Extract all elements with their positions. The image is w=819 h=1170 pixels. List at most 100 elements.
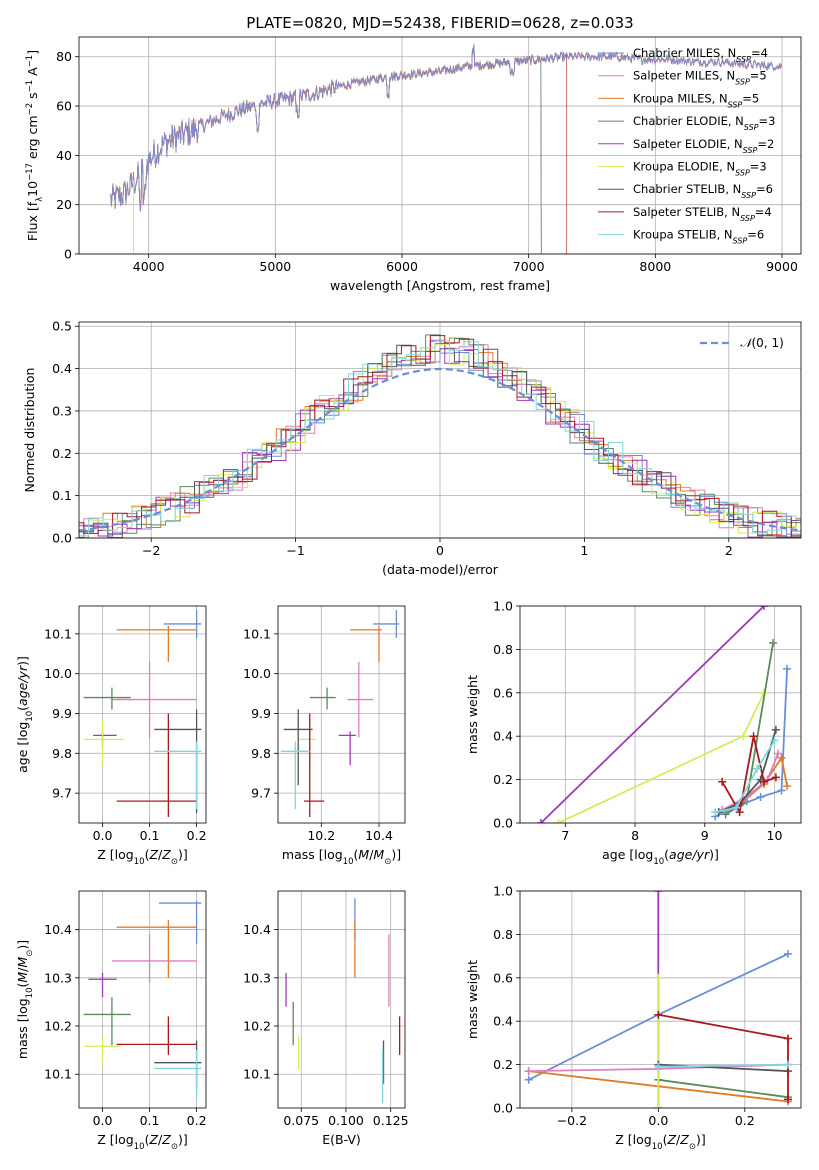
mass-vs-Z-ylabel-part: M (15, 972, 30, 983)
spectrum-ylabel-part: 10 (25, 181, 40, 197)
x-tick-label: 9000 (766, 259, 798, 274)
mass-vs-Z-ylabel-part: 10 (25, 987, 35, 998)
errorbar-chabrier_miles (158, 900, 202, 945)
residual-histograms (79, 334, 801, 538)
legend-n: =4 (755, 205, 772, 219)
errorbar-kroupa_miles (116, 919, 197, 978)
y-tick-label: 10.0 (243, 666, 271, 681)
legend-sub: SSP (733, 236, 748, 245)
spectrum-ylabel-part: A (25, 67, 40, 80)
y-tick-label: 10.1 (243, 1067, 271, 1082)
mass_vs_EBV-points (285, 898, 401, 1104)
weight-point-salpeter_stelib (760, 777, 769, 786)
mass-vs-Z-ylabel: mass [log10(M/M⊙)] (15, 940, 35, 1059)
legend-name: Chabrier MILES, N (633, 46, 736, 60)
mass_vs_EBV-frame (277, 890, 406, 1109)
weight_vs_age-frame (519, 605, 802, 824)
x-tick-label: 6000 (386, 259, 418, 274)
y-tick-label: 10.2 (243, 1019, 271, 1034)
errorbar-chabrier_miles (373, 609, 400, 638)
residuals-legend: 𝒩(0, 1) (700, 336, 784, 350)
x-tick-label: 0.125 (373, 1113, 409, 1128)
legend-label-chabrier_stelib: Chabrier STELIB, NSSP=6 (633, 182, 773, 200)
weight-point-salpeter_miles (524, 1067, 533, 1076)
legend-n: =6 (756, 182, 773, 196)
errorbar-chabrier_stelib (154, 1040, 202, 1089)
errorbar-kroupa_elodie (83, 1035, 122, 1065)
weight-line-chabrier_elodie (725, 642, 774, 816)
spectrum-ylabel-part: −1 (25, 80, 35, 93)
y-tick-label: 9.9 (251, 706, 271, 721)
y-tick-label: 80 (56, 49, 72, 64)
x-tick-label: 0.100 (328, 1113, 364, 1128)
y-tick-label: 10.0 (44, 666, 72, 681)
age-vs-Z-xlabel-part: ⊙ (171, 857, 178, 867)
weight-vs-Z-xlabel-part: Z (679, 1132, 689, 1147)
age_vs_Z-frame (78, 605, 207, 824)
mass-vs-Z-ylabel-part: ( (15, 983, 30, 988)
weight-point-kroupa_stelib (711, 808, 720, 817)
weight-point-chabrier_elodie (769, 638, 778, 647)
y-tick-label: 10.3 (243, 970, 271, 985)
histogram-kroupa_elodie (79, 344, 801, 537)
x-tick-label: 4000 (133, 259, 165, 274)
legend-label-salpeter_stelib: Salpeter STELIB, NSSP=4 (633, 205, 772, 223)
mass-vs-Z-ylabel-part: ⊙ (25, 950, 35, 957)
legend-n: =3 (750, 160, 767, 174)
weight-point-salpeter_stelib (735, 808, 744, 817)
errorbar-salpeter_elodie (88, 972, 117, 998)
y-tick-label: 10.1 (44, 1067, 72, 1082)
mass-vs-Z-xlabel-part: ⊙ (171, 1142, 178, 1152)
age-vs-mass-xlabel-part: mass [log (282, 847, 343, 862)
x-tick-label: 0.0 (93, 1113, 113, 1128)
residuals-ylabel: Normed distribution (22, 368, 37, 493)
weight_vs_age-lines (536, 606, 792, 823)
y-tick-label: 10.2 (44, 1019, 72, 1034)
weight-point-chabrier_stelib (771, 725, 780, 734)
spectrum-line-chabrier_miles (110, 45, 783, 212)
weight-vs-Z-xlabel-part: ⊙ (689, 1142, 696, 1152)
age_vs_Z-axes: 0.0 0.1 0.2 9.7 9.8 9.9 10.0 10.1 (44, 606, 207, 843)
y-tick-label: 0.2 (493, 772, 513, 787)
weight-point-kroupa_stelib (654, 1062, 663, 1071)
errorbar-chabrier_miles (163, 609, 202, 638)
weight_vs_Z-lines (524, 891, 793, 1108)
weight-point-salpeter_stelib (718, 777, 727, 786)
weight-vs-age-xlabel-part: ( (664, 847, 669, 862)
legend-name: Salpeter MILES, N (633, 69, 735, 83)
x-tick-label: −1 (286, 543, 304, 558)
weight-point-chabrier_miles (524, 1075, 533, 1084)
weight-point-salpeter_elodie (760, 606, 769, 610)
weight-line-chabrier_stelib (718, 729, 777, 813)
errorbar-kroupa_stelib (154, 1050, 202, 1099)
weight-point-kroupa_stelib (732, 803, 741, 812)
age-vs-mass-xlabel: mass [log10(M/M⊙)] (282, 847, 401, 867)
errorbar-chabrier_stelib (283, 709, 313, 786)
x-tick-label: −0.2 (557, 1113, 587, 1128)
errorbar-salpeter_miles (111, 934, 197, 983)
x-tick-label: 0.2 (187, 1113, 207, 1128)
age-vs-Z-ylabel: age [log10(age/yr)] (15, 656, 35, 773)
errorbar-salpeter_stelib (116, 1016, 197, 1055)
x-tick-label: 8000 (639, 259, 671, 274)
age_vs_mass-axes: 10.2 10.4 9.7 9.8 9.9 10.0 10.1 (243, 606, 405, 843)
age-vs-mass-xlabel-part: / (369, 847, 374, 862)
weight_vs_Z-axes: −0.2 0.0 0.2 0.0 0.2 0.4 0.6 0.8 1.0 (493, 884, 801, 1128)
mass-vs-Z-xlabel: Z [log10(Z/Z⊙)] (97, 1132, 187, 1152)
weight-point-salpeter_stelib (784, 1095, 793, 1104)
legend-n: =6 (747, 228, 764, 242)
weight-vs-age-xlabel: age [log10(age/yr)] (602, 847, 719, 867)
y-tick-label: 0.0 (52, 531, 72, 546)
weight-point-kroupa_stelib (753, 764, 762, 773)
legend-n: =5 (750, 69, 767, 83)
errorbar-kroupa_stelib (154, 741, 202, 810)
errorbar-kroupa_miles (116, 625, 197, 662)
weight-vs-age-xlabel-part: age [log (602, 847, 653, 862)
age-vs-Z-xlabel-part: ( (145, 847, 150, 862)
y-tick-label: 0.2 (52, 446, 72, 461)
weight-line-salpeter_stelib (658, 1013, 789, 1100)
age_vs_Z-points (83, 609, 202, 818)
y-tick-label: 0.6 (493, 685, 513, 700)
y-tick-label: 0.0 (493, 816, 513, 831)
mass-vs-Z-ylabel-part: / (15, 967, 30, 972)
